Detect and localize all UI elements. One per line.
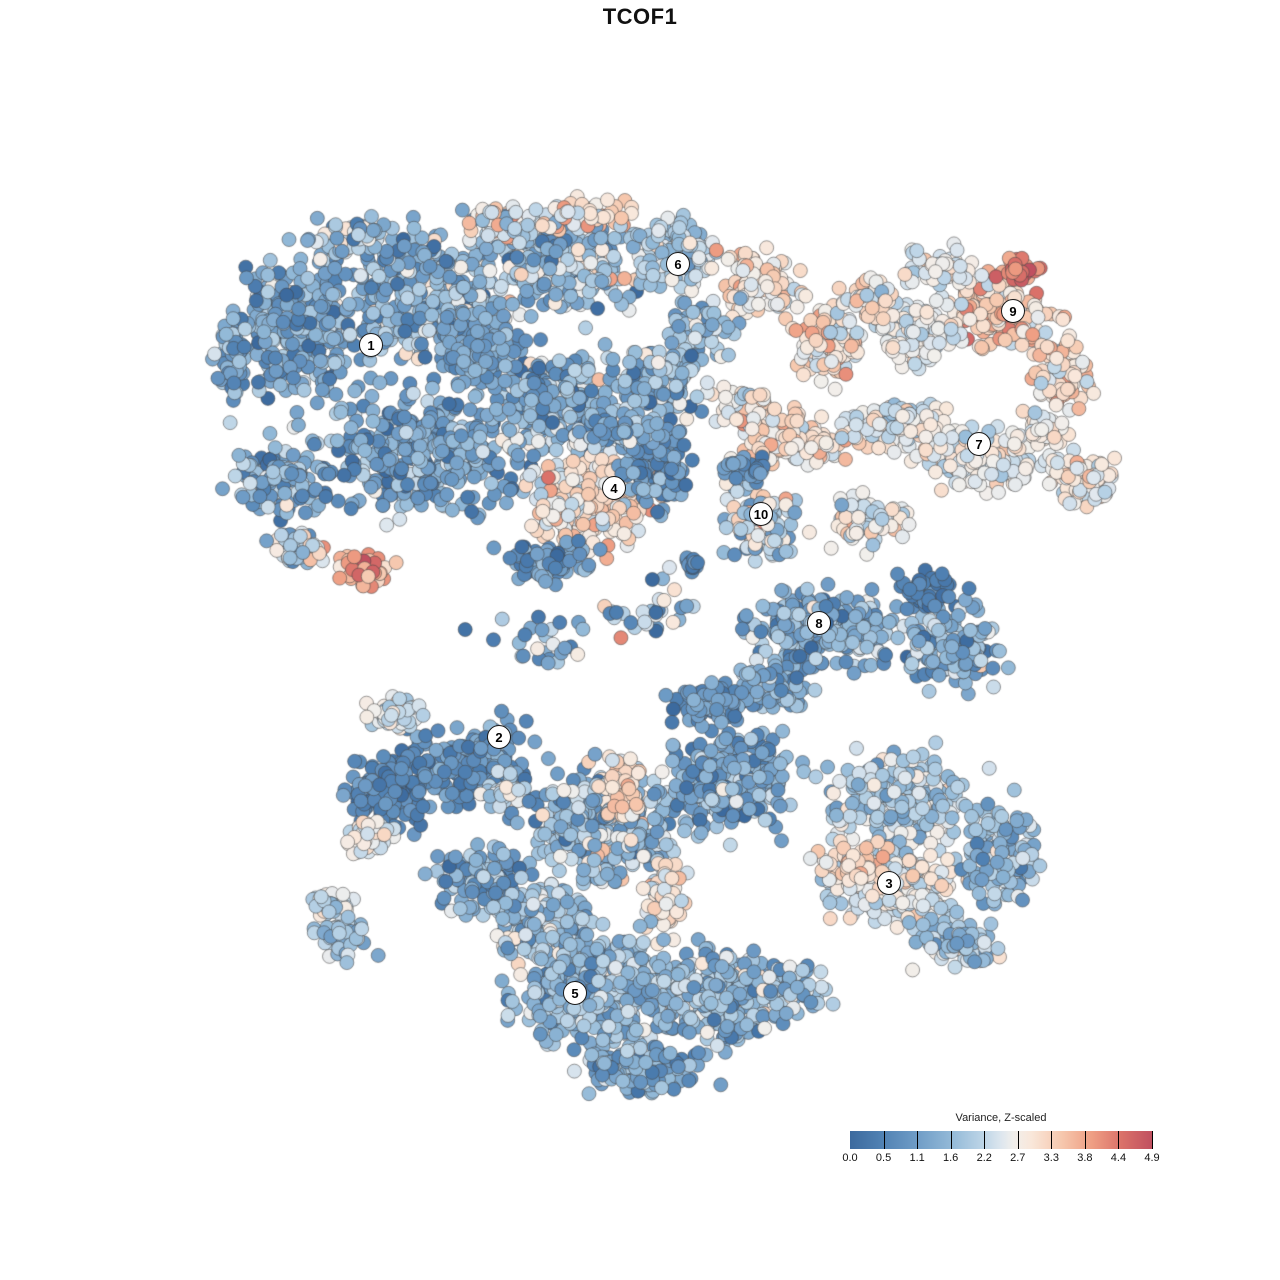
cluster-label-2: 2	[487, 725, 511, 749]
colorbar-tick-label: 1.6	[943, 1152, 959, 1164]
cluster-label-1: 1	[359, 333, 383, 357]
colorbar-tick-label: 0.0	[842, 1152, 858, 1164]
colorbar-tick-line	[1118, 1131, 1120, 1149]
colorbar-tick-label: 2.2	[976, 1152, 992, 1164]
colorbar-tick-label: 4.4	[1110, 1152, 1127, 1164]
cluster-label-7: 7	[967, 432, 991, 456]
colorbar-tick-label: 4.9	[1144, 1152, 1160, 1164]
colorbar-tick-line	[883, 1131, 885, 1149]
cluster-label-8: 8	[807, 611, 831, 635]
colorbar: Variance, Z-scaled 0.0 0.5 1.1 1.6 2.2 2.7 3.3…	[842, 1112, 1159, 1166]
colorbar-tick-label: 2.7	[1010, 1152, 1026, 1164]
colorbar-title: Variance, Z-scaled	[955, 1112, 1047, 1124]
colorbar-tick-line	[917, 1131, 919, 1149]
cluster-label-6: 6	[666, 252, 690, 276]
colorbar-tick-label: 3.3	[1043, 1152, 1059, 1164]
colorbar-tick-line	[1017, 1131, 1019, 1149]
cluster-label-10: 10	[749, 502, 773, 526]
colorbar-tick-labels: 0.0 0.5 1.1 1.6 2.2 2.7 3.3 3.8 4.4 4.9	[842, 1152, 1159, 1166]
colorbar-tick-line	[950, 1131, 952, 1149]
colorbar-tick-line	[984, 1131, 986, 1149]
colorbar-tick-line	[1084, 1131, 1086, 1149]
colorbar-tick-label: 0.5	[875, 1152, 892, 1164]
colorbar-tick-line	[1051, 1131, 1053, 1149]
cluster-label-4: 4	[602, 476, 626, 500]
colorbar-tick-label: 1.1	[909, 1152, 925, 1164]
cluster-label-3: 3	[877, 871, 901, 895]
colorbar-gradient	[850, 1131, 1153, 1149]
cluster-label-9: 9	[1001, 299, 1025, 323]
colorbar-tick-label: 3.8	[1077, 1152, 1093, 1164]
cluster-label-5: 5	[563, 981, 587, 1005]
